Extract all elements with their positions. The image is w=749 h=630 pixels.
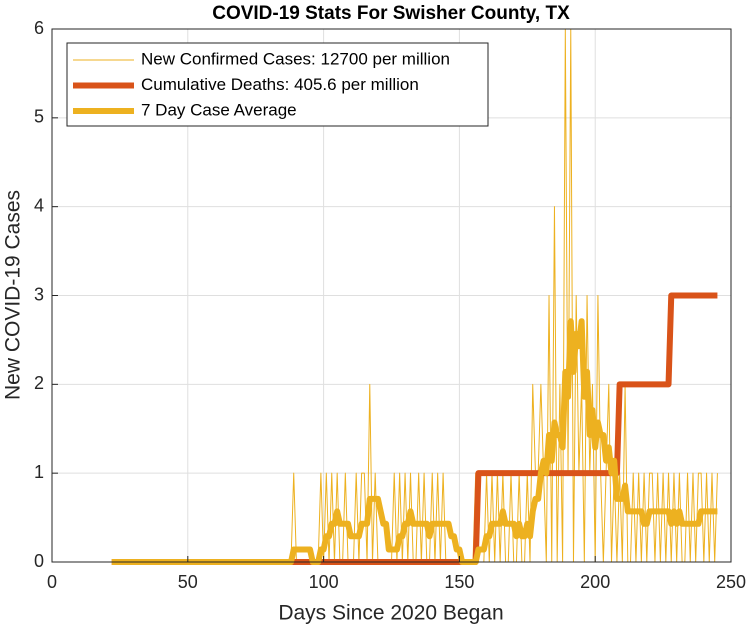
legend: New Confirmed Cases: 12700 per million Cu… xyxy=(66,42,489,127)
y-tick-label: 0 xyxy=(34,551,44,571)
chart-title: COVID-19 Stats For Swisher County, TX xyxy=(212,3,570,24)
x-tick-label: 0 xyxy=(47,572,57,592)
y-tick-label: 5 xyxy=(34,107,44,127)
y-tick-label: 2 xyxy=(34,373,44,393)
legend-label: Cumulative Deaths: 405.6 per million xyxy=(141,75,419,94)
x-tick-label: 50 xyxy=(178,572,198,592)
legend-label: 7 Day Case Average xyxy=(141,100,297,119)
x-tick-label: 200 xyxy=(580,572,610,592)
y-tick-label: 4 xyxy=(34,195,44,215)
y-axis-label: New COVID-19 Cases xyxy=(2,190,25,400)
x-tick-label: 150 xyxy=(444,572,474,592)
x-axis-label: Days Since 2020 Began xyxy=(278,602,503,625)
ticks: 0 50 100 150 200 250 0 1 2 3 4 5 6 xyxy=(34,18,746,592)
x-tick-label: 100 xyxy=(309,572,339,592)
y-tick-label: 6 xyxy=(34,18,44,38)
legend-box xyxy=(66,42,489,127)
y-tick-label: 1 xyxy=(34,462,44,482)
y-tick-label: 3 xyxy=(34,284,44,304)
legend-label: New Confirmed Cases: 12700 per million xyxy=(141,49,450,68)
x-tick-label: 250 xyxy=(716,572,746,592)
